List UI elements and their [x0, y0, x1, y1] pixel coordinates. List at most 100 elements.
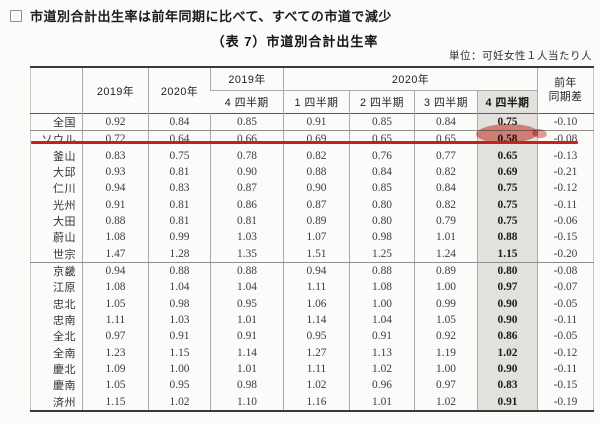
corner-header-cell: [31, 67, 83, 114]
value-cell-2020-q4: 1.02: [476, 344, 538, 361]
fertility-rate-table-wrap: 2019年 2020年 2019年 2020年 前年 同期差 4 四半期 1 四…: [30, 66, 595, 412]
value-cell: 0.82: [414, 163, 478, 181]
value-cell: -0.21: [537, 163, 594, 181]
value-cell: 1.24: [414, 245, 478, 263]
value-cell: 1.25: [349, 245, 415, 263]
col-header-diff: 前年 同期差: [537, 67, 594, 114]
value-cell: 0.86: [210, 196, 284, 213]
subheader-2020-q1: 1 四半期: [283, 90, 350, 114]
value-cell: 0.87: [283, 196, 350, 213]
value-cell: -0.05: [537, 295, 594, 312]
value-cell: 1.02: [349, 360, 415, 378]
fertility-rate-table: 2019年 2020年 2019年 2020年 前年 同期差 4 四半期 1 四…: [30, 66, 595, 412]
value-cell: 1.00: [414, 279, 478, 296]
value-cell: 1.00: [349, 295, 415, 312]
table-row: 光州 0.91 0.81 0.86 0.87 0.80 0.82 0.75 -0.11: [31, 196, 594, 213]
col-header-diff-line1: 前年: [554, 77, 577, 90]
value-cell: -0.11: [537, 360, 594, 378]
value-cell: 1.08: [82, 279, 149, 296]
value-cell: 1.01: [210, 360, 284, 378]
value-cell: 1.07: [283, 229, 350, 246]
value-cell: 0.91: [349, 328, 415, 345]
value-cell: 1.03: [148, 311, 211, 329]
value-cell: -0.11: [537, 311, 594, 329]
value-cell: -0.15: [537, 229, 594, 246]
value-cell: 1.08: [349, 279, 415, 296]
value-cell: 0.84: [148, 113, 211, 132]
value-cell: 0.79: [414, 212, 478, 230]
value-cell: 0.97: [82, 328, 149, 345]
group-header-2020: 2020年: [282, 67, 538, 91]
value-cell-2020-q4: 0.90: [476, 360, 538, 378]
value-cell: -0.08: [537, 262, 594, 280]
unit-label: 単位：可妊女性１人当たり人: [449, 50, 592, 62]
value-cell: 0.84: [414, 113, 478, 132]
value-cell: -0.19: [537, 393, 594, 411]
value-cell: 1.14: [210, 344, 284, 361]
value-cell: 0.85: [349, 113, 415, 132]
value-cell: -0.11: [537, 196, 594, 213]
table-row: 慶南 1.05 0.95 0.98 1.02 0.96 0.97 0.83 -0.15: [31, 377, 594, 394]
value-cell-2020-q4: 0.83: [476, 377, 538, 394]
value-cell: 1.11: [283, 279, 350, 296]
region-label: 全北: [53, 331, 76, 344]
value-cell: 0.75: [148, 147, 211, 164]
value-cell: 0.72: [82, 130, 149, 148]
value-cell: 0.66: [210, 130, 284, 148]
value-cell: 0.88: [349, 262, 415, 280]
table-row: 慶北 1.09 1.00 1.01 1.11 1.02 1.00 0.90 -0.11: [31, 360, 594, 378]
value-cell: 1.05: [82, 377, 149, 394]
value-cell-2020-q4: 0.69: [476, 163, 538, 181]
value-cell: 0.81: [148, 163, 211, 181]
region-label: 江原: [53, 282, 76, 295]
value-cell: 0.93: [82, 163, 149, 181]
subheader-2020-q4: 4 四半期: [476, 90, 538, 114]
value-cell: 0.97: [414, 377, 478, 394]
value-cell: 1.16: [283, 393, 350, 411]
value-cell-2020-q4: 0.80: [476, 262, 538, 280]
value-cell: 0.64: [148, 130, 211, 148]
value-cell: 0.84: [349, 163, 415, 181]
table-row: 全南 1.23 1.15 1.14 1.27 1.13 1.19 1.02 -0.12: [31, 344, 594, 361]
value-cell-2020-q4: 0.97: [476, 279, 538, 296]
value-cell: 0.95: [148, 377, 211, 394]
region-label: 慶北: [53, 364, 76, 377]
value-cell: 0.76: [349, 147, 415, 164]
value-cell-2020-q4: 0.86: [476, 328, 538, 345]
region-label: 慶南: [53, 380, 76, 393]
value-cell: 0.77: [414, 147, 478, 164]
value-cell: 0.94: [82, 262, 149, 280]
region-label: 仁川: [53, 183, 76, 196]
table-row: 済州 1.15 1.02 1.10 1.16 1.01 1.02 0.91 -0.19: [31, 393, 594, 411]
value-cell: 0.89: [283, 212, 350, 230]
value-cell: 1.09: [82, 360, 149, 378]
value-cell: 1.05: [82, 295, 149, 312]
region-label: 光州: [53, 199, 76, 212]
value-cell-2020-q4: 0.90: [476, 295, 538, 312]
table-body: 全国0.920.840.850.910.850.840.75-0.10ソウル0.…: [30, 113, 594, 411]
value-cell: 0.80: [349, 196, 415, 213]
value-cell: 0.98: [210, 377, 284, 394]
value-cell: 1.11: [283, 360, 350, 378]
value-cell: 0.95: [283, 328, 350, 345]
table-row: 全北 0.97 0.91 0.91 0.95 0.91 0.92 0.86 -0.05: [31, 328, 594, 345]
value-cell: 0.81: [210, 212, 284, 230]
value-cell: 1.04: [148, 279, 211, 296]
value-cell: 0.99: [414, 295, 478, 312]
value-cell: 0.88: [82, 212, 149, 230]
value-cell: 0.88: [283, 163, 350, 181]
region-label: 京畿: [53, 266, 76, 279]
group-header-2019: 2019年: [210, 67, 284, 91]
value-cell: 1.00: [414, 360, 478, 378]
table-row: 京畿 0.94 0.88 0.88 0.94 0.88 0.89 0.80 -0.08: [31, 262, 594, 280]
value-cell: 0.98: [349, 229, 415, 246]
value-cell-2020-q4: 0.75: [476, 180, 538, 197]
value-cell: 1.04: [349, 311, 415, 329]
page-heading: 市道別合計出生率は前年同期に比べて、すべての市道で減少: [10, 6, 590, 25]
value-cell: 0.87: [210, 180, 284, 197]
region-label: ソウル: [31, 131, 83, 148]
value-cell: 1.02: [283, 377, 350, 394]
value-cell: 0.83: [82, 147, 149, 164]
value-cell: 1.28: [148, 245, 211, 263]
value-cell: 1.01: [349, 393, 415, 411]
